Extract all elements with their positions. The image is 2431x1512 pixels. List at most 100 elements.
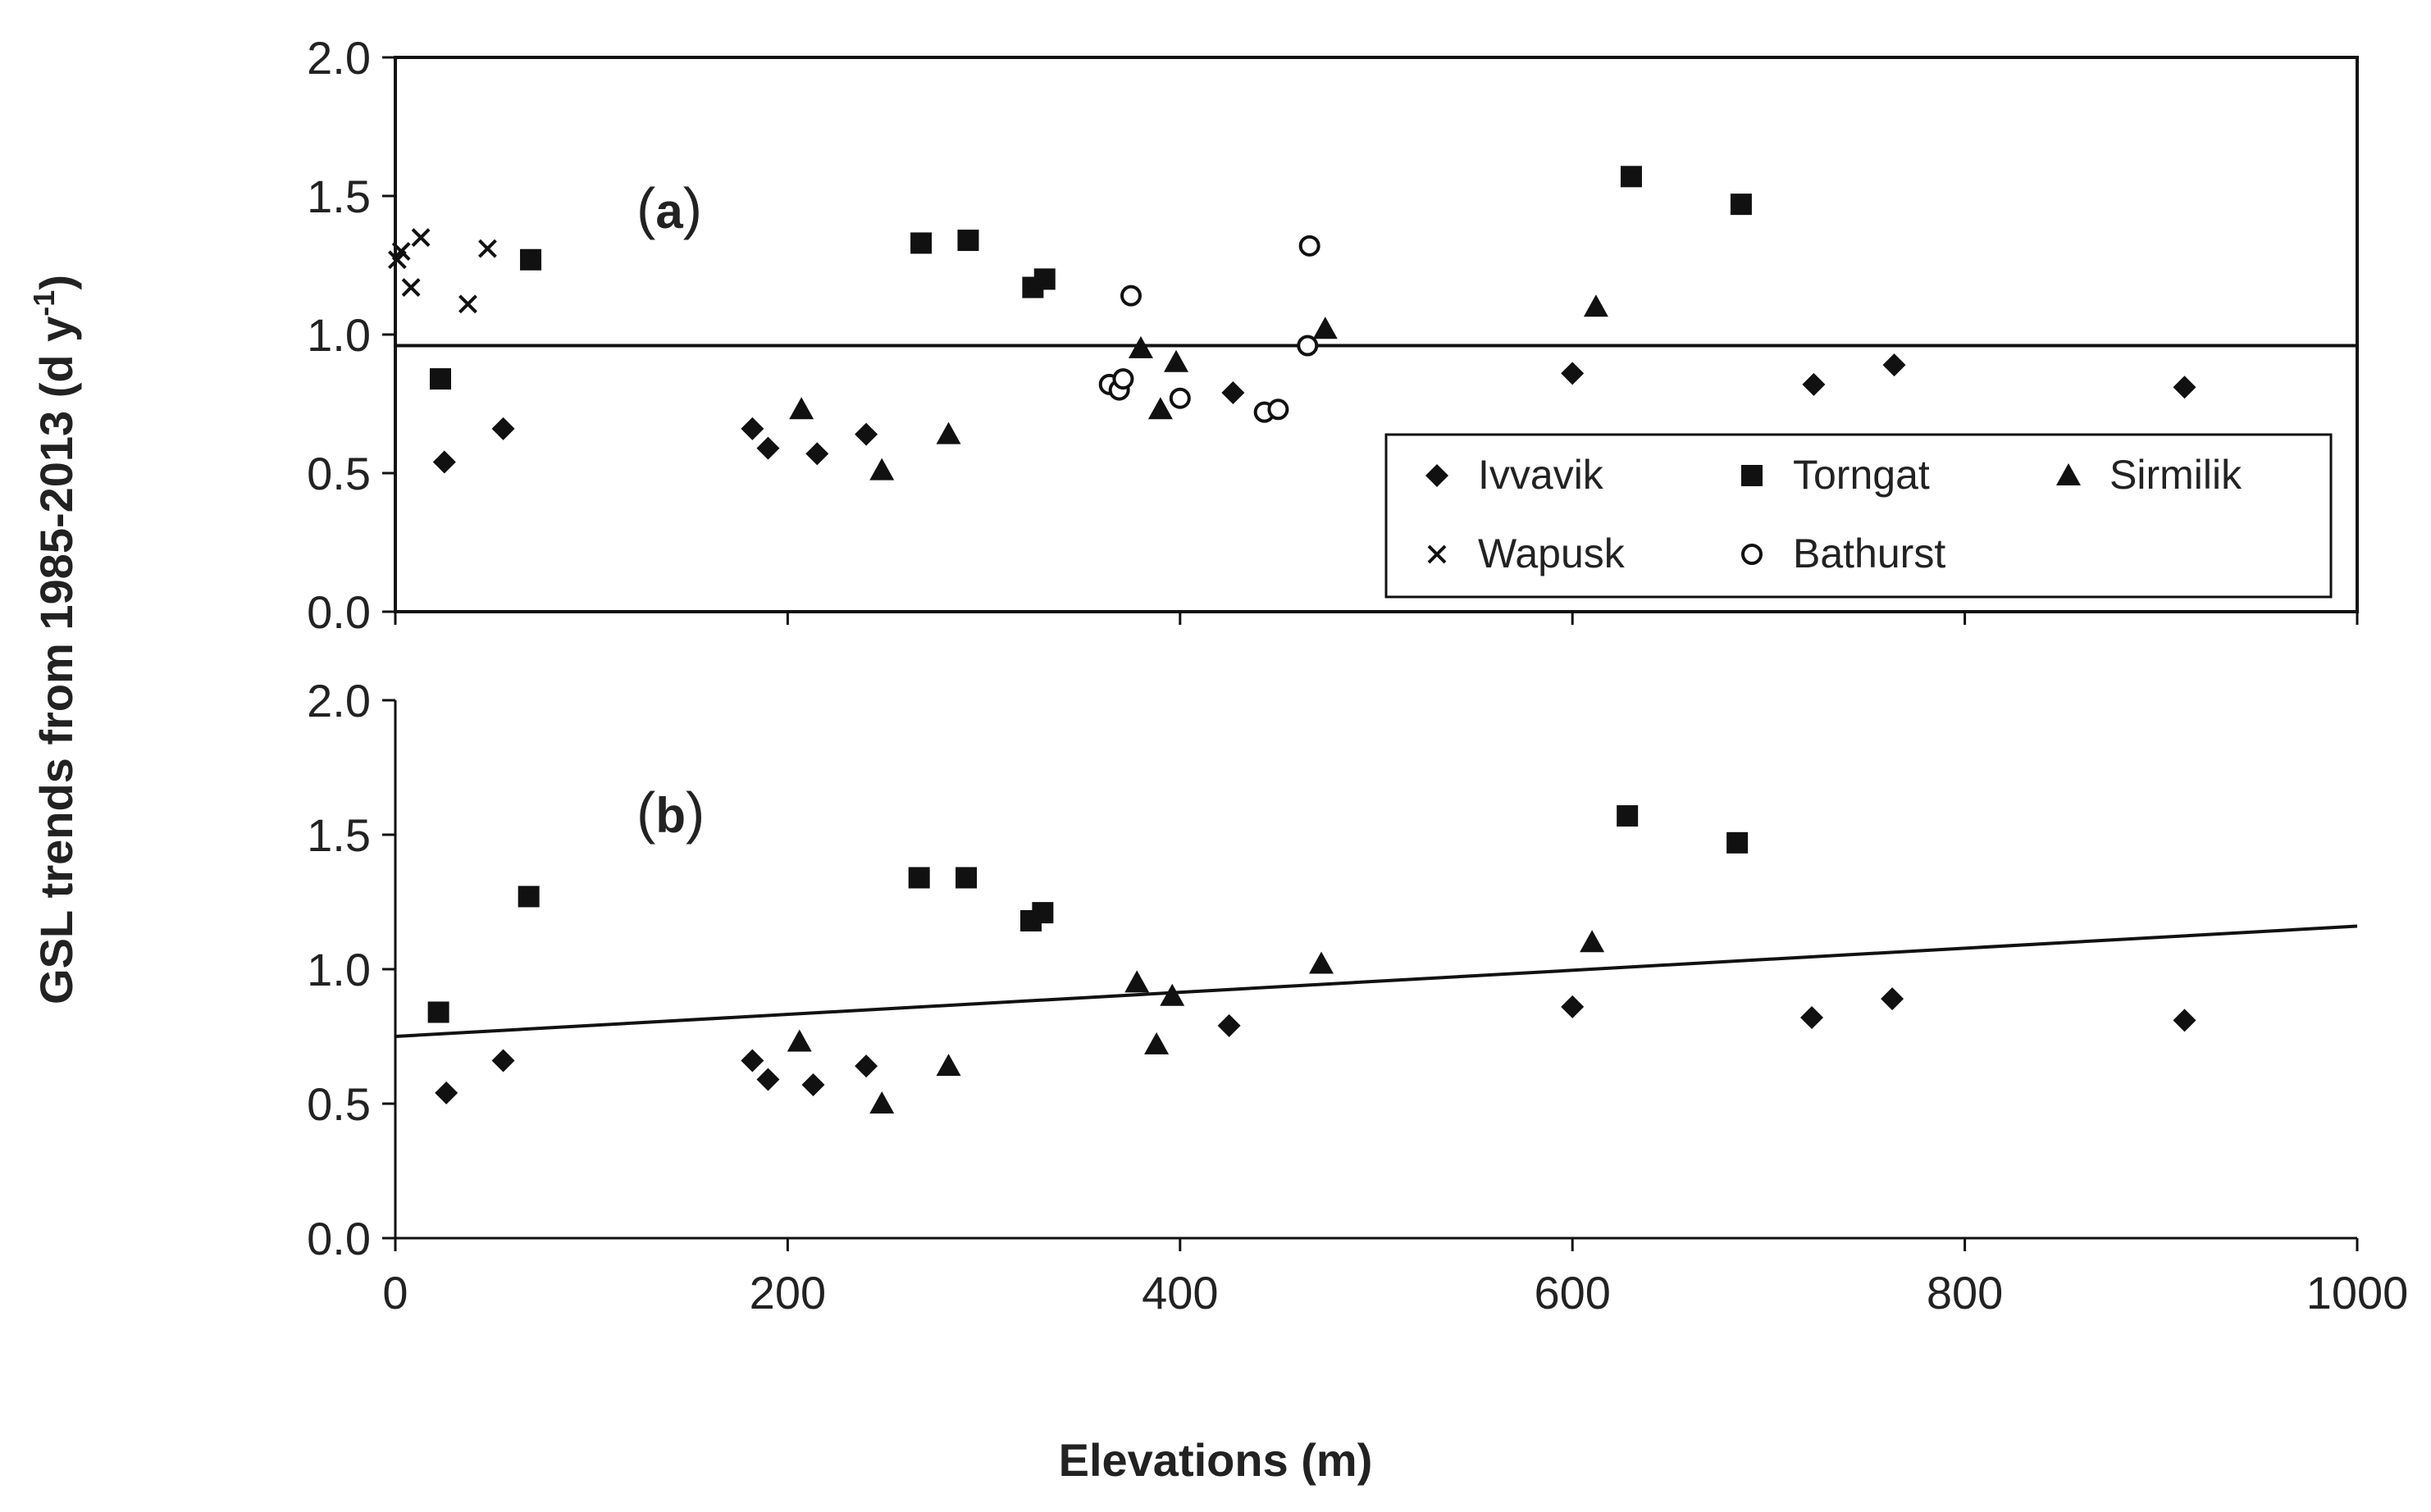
legend-entry-wapusk: Wapusk (1427, 531, 1626, 576)
data-point-ivvavik (491, 417, 515, 440)
panel-b-points (427, 805, 2196, 1114)
panel-b-y-ticks: 0.0 0.5 1.0 1.5 2.0 (307, 675, 395, 1264)
panel-b-y-tick-label: 2.0 (307, 675, 371, 726)
data-point-torngat (1032, 902, 1054, 924)
legend-entry-ivvavik: Ivvavik (1425, 452, 1604, 498)
legend-cross-icon (1427, 544, 1447, 564)
data-point-torngat (518, 886, 540, 908)
y-axis-title-main: GSL trends from 1985-2013 (d y (30, 317, 82, 1004)
panel-a-y-tick-label: 1.0 (307, 309, 371, 361)
panel-b: 0.0 0.5 1.0 1.5 2.0 0 200 400 600 800 1000 (b) (307, 675, 2408, 1318)
data-point-wapusk (401, 278, 421, 297)
legend-label-bathurst: Bathurst (1793, 531, 1945, 576)
panel-b-y-tick-label: 0.0 (307, 1213, 371, 1264)
data-point-torngat (1620, 166, 1642, 188)
panel-a-series-bathurst (1098, 235, 1320, 423)
data-point-ivvavik (741, 1049, 764, 1073)
y-axis-title-superscript: -1 (27, 290, 61, 317)
data-point-bathurst (1297, 335, 1319, 357)
data-point-sirmilik (1147, 397, 1173, 420)
data-point-sirmilik (869, 1091, 895, 1114)
panel-b-label: (b) (636, 781, 705, 845)
data-point-ivvavik (1802, 372, 1826, 396)
data-point-sirmilik (1160, 983, 1185, 1006)
data-point-bathurst (1169, 387, 1191, 409)
legend-marker-square (1741, 465, 1763, 486)
data-point-ivvavik (1221, 380, 1245, 404)
panel-b-x-tick-label: 400 (1142, 1267, 1218, 1318)
panel-a-label: (a) (636, 176, 702, 240)
panel-a-label-letter: a (655, 184, 683, 239)
data-point-sirmilik (1164, 349, 1189, 372)
legend-entry-sirmilik: Sirmilik (2056, 452, 2242, 498)
data-point-ivvavik (1217, 1013, 1241, 1037)
data-point-torngat (430, 368, 452, 390)
data-point-ivvavik (1800, 1006, 1824, 1030)
data-point-bathurst (1267, 398, 1289, 421)
legend-label-sirmilik: Sirmilik (2109, 452, 2242, 498)
legend-circle-icon (1741, 544, 1763, 565)
panel-a-y-tick-label: 0.5 (307, 448, 371, 499)
data-point-torngat (957, 230, 979, 252)
panel-a-label-close: ) (683, 176, 702, 240)
data-point-ivvavik (741, 417, 764, 440)
data-point-wapusk (478, 239, 497, 258)
legend-box (1384, 433, 2333, 599)
data-point-torngat (1617, 805, 1639, 827)
panel-a-y-tick-label: 2.0 (307, 32, 371, 84)
legend-entry-torngat: Torngat (1741, 452, 1930, 498)
data-point-torngat (908, 867, 930, 889)
y-axis-title: GSL trends from 1985-2013 (d y-1) (27, 275, 82, 1004)
y-axis-title-end: ) (30, 275, 82, 290)
legend-diamond-icon (1425, 464, 1448, 487)
legend: Ivvavik Torngat Sirmilik Wapusk Bathurst (1384, 433, 2333, 599)
data-point-bathurst (1112, 368, 1134, 390)
panel-a-series-ivvavik (432, 353, 2196, 474)
data-point-ivvavik (805, 442, 829, 466)
data-point-ivvavik (801, 1073, 825, 1097)
data-point-sirmilik (936, 1054, 961, 1077)
data-point-ivvavik (1881, 987, 1904, 1011)
legend-triangle-icon (2056, 463, 2081, 485)
panel-b-label-close: ) (686, 781, 705, 845)
panel-a-points (387, 166, 2196, 480)
data-point-ivvavik (491, 1049, 515, 1073)
data-point-sirmilik (1144, 1032, 1170, 1054)
panel-b-series-torngat (427, 805, 1749, 1023)
panel-a: 0.0 0.5 1.0 1.5 2.0 (a) Ivvavik Torngat Sirm… (307, 32, 2359, 638)
panel-a-y-tick-label: 1.5 (307, 171, 371, 222)
panel-b-y-tick-label: 1.0 (307, 944, 371, 995)
legend-entry-bathurst: Bathurst (1741, 531, 1945, 576)
data-point-torngat (910, 232, 933, 254)
panel-a-series-sirmilik (789, 294, 1608, 480)
data-point-ivvavik (855, 422, 878, 446)
panel-a-y-tick-label: 0.0 (307, 586, 371, 638)
data-point-bathurst (1298, 235, 1320, 257)
data-point-ivvavik (1561, 995, 1585, 1018)
legend-marker-circle (1741, 544, 1763, 565)
data-point-ivvavik (432, 450, 456, 474)
data-point-torngat (520, 248, 542, 271)
data-point-torngat (1726, 831, 1749, 854)
panel-b-x-tick-label: 1000 (2306, 1267, 2409, 1318)
panel-b-trend-line (395, 924, 2358, 1038)
data-point-sirmilik (789, 397, 814, 420)
data-point-sirmilik (1309, 951, 1334, 974)
legend-label-wapusk: Wapusk (1478, 531, 1626, 576)
panel-b-x-tick-label: 600 (1534, 1267, 1610, 1318)
panel-b-x-ticks: 0 200 400 600 800 1000 (382, 1238, 2408, 1318)
data-point-torngat (1033, 268, 1056, 290)
data-point-ivvavik (756, 436, 780, 460)
data-point-sirmilik (1580, 930, 1605, 953)
panel-a-series-wapusk (387, 228, 497, 314)
data-point-bathurst (1120, 285, 1142, 307)
data-point-wapusk (458, 294, 477, 314)
data-point-sirmilik (1583, 294, 1608, 317)
data-point-ivvavik (855, 1054, 878, 1078)
data-point-ivvavik (1882, 353, 1906, 377)
legend-label-torngat: Torngat (1793, 452, 1930, 498)
data-point-sirmilik (1124, 970, 1150, 993)
legend-square-icon (1741, 465, 1763, 486)
panel-b-x-tick-label: 0 (382, 1267, 408, 1318)
data-point-torngat (956, 867, 978, 889)
